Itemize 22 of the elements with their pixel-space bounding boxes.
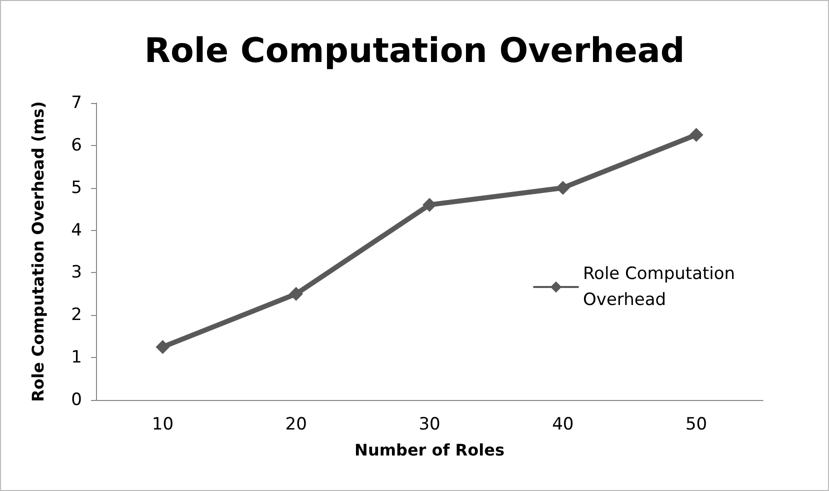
x-tick-label: 20 bbox=[285, 414, 307, 434]
y-tick-label: 5 bbox=[71, 178, 82, 198]
point bbox=[689, 128, 704, 142]
y-tick-label: 0 bbox=[71, 390, 82, 410]
legend-label: Role Computation Overhead bbox=[583, 264, 740, 310]
y-axis-title: Role Computation Overhead (ms) bbox=[28, 101, 48, 402]
y-tick-label: 6 bbox=[71, 135, 82, 156]
y-tick-label: 4 bbox=[71, 220, 82, 240]
y-tick-label: 2 bbox=[71, 305, 82, 326]
point bbox=[156, 340, 170, 354]
x-tick-label: 50 bbox=[685, 414, 708, 434]
y-tick-label: 3 bbox=[71, 262, 82, 283]
point bbox=[422, 198, 436, 212]
x-tick-label: 30 bbox=[418, 414, 440, 434]
x-tick-label: 40 bbox=[552, 414, 574, 434]
y-tick-label: 7 bbox=[71, 93, 82, 113]
point bbox=[556, 180, 570, 195]
x-tick-label: 10 bbox=[152, 414, 174, 434]
point bbox=[289, 286, 304, 301]
y-tick-label: 1 bbox=[71, 348, 82, 368]
chart-title: Role Computation Overhead bbox=[144, 31, 685, 71]
x-axis-title: Number of Roles bbox=[354, 440, 504, 460]
